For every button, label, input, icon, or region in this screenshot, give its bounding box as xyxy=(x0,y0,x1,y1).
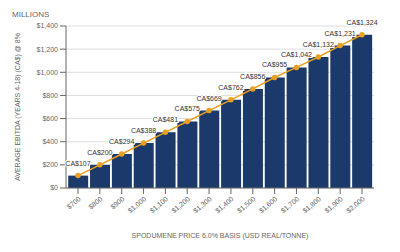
svg-text:$900: $900 xyxy=(109,195,126,210)
svg-text:CA$1,132: CA$1,132 xyxy=(303,41,334,48)
svg-text:$1,900: $1,900 xyxy=(323,195,344,214)
svg-text:CA$575: CA$575 xyxy=(175,105,200,112)
svg-text:$1,300: $1,300 xyxy=(192,195,213,214)
svg-text:$400: $400 xyxy=(42,138,58,145)
svg-text:AVERAGE EBITDA (YEARS 4-18) (C: AVERAGE EBITDA (YEARS 4-18) (CA$) @ 8% xyxy=(14,33,22,181)
svg-text:$1,700: $1,700 xyxy=(279,195,300,214)
svg-text:CA$294: CA$294 xyxy=(109,138,134,145)
svg-text:$2,000: $2,000 xyxy=(345,195,366,214)
svg-text:$1,000: $1,000 xyxy=(126,195,147,214)
svg-text:$1,800: $1,800 xyxy=(301,195,322,214)
svg-text:CA$955: CA$955 xyxy=(262,61,287,68)
svg-text:$0: $0 xyxy=(50,184,58,191)
html-text:MILLIONS: MILLIONS xyxy=(12,10,50,19)
svg-text:CA$1,231: CA$1,231 xyxy=(325,30,356,37)
svg-text:CA$481: CA$481 xyxy=(153,116,178,123)
svg-text:$200: $200 xyxy=(42,161,58,168)
svg-text:$1,400: $1,400 xyxy=(214,195,235,214)
svg-text:$800: $800 xyxy=(87,195,104,210)
svg-text:SPODUMENE PRICE 6.0% BASIS (US: SPODUMENE PRICE 6.0% BASIS (USD REAL/TON… xyxy=(132,232,309,240)
svg-text:CA$107: CA$107 xyxy=(65,160,90,167)
svg-text:$1,600: $1,600 xyxy=(258,195,279,214)
svg-text:$1,200: $1,200 xyxy=(170,195,191,214)
svg-text:$800: $800 xyxy=(42,92,58,99)
svg-text:CA$1,324: CA$1,324 xyxy=(346,19,377,26)
svg-text:$1,400: $1,400 xyxy=(37,22,59,29)
svg-text:CA$669: CA$669 xyxy=(196,95,221,102)
svg-text:CA$200: CA$200 xyxy=(87,149,112,156)
svg-text:$1,000: $1,000 xyxy=(37,69,59,76)
svg-text:CA$388: CA$388 xyxy=(131,127,156,134)
svg-text:CA$762: CA$762 xyxy=(218,84,243,91)
svg-text:CA$1,042: CA$1,042 xyxy=(281,51,312,58)
svg-text:$1,100: $1,100 xyxy=(148,195,169,214)
svg-text:CA$856: CA$856 xyxy=(240,73,265,80)
svg-text:$600: $600 xyxy=(42,115,58,122)
svg-text:$1,500: $1,500 xyxy=(236,195,257,214)
svg-text:$700: $700 xyxy=(65,195,82,210)
svg-text:$1,200: $1,200 xyxy=(37,46,59,53)
